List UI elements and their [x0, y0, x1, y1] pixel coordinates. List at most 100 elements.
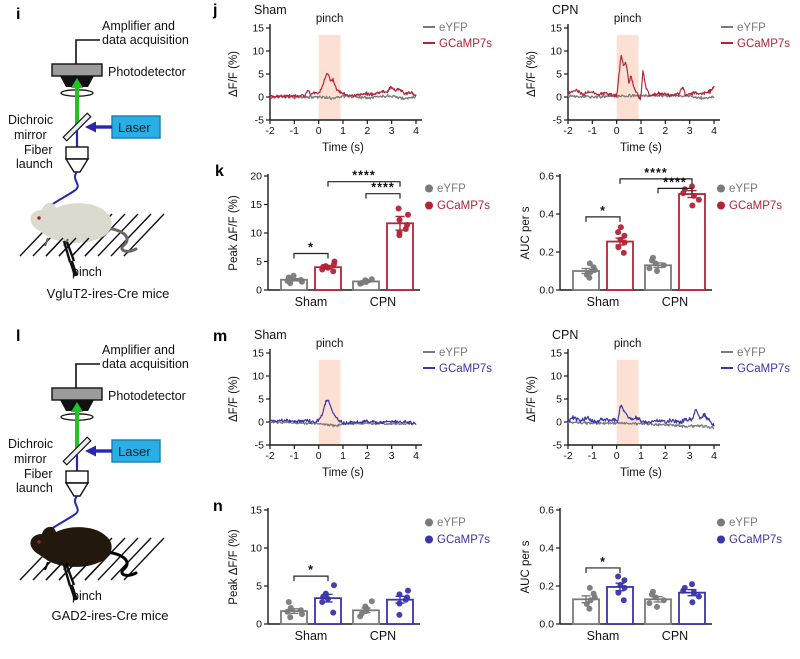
data-point-eYFP — [586, 260, 593, 267]
y-tick-label: 0 — [258, 417, 264, 429]
category-label-Sham: Sham — [295, 295, 328, 309]
data-point-GCaMP7s — [621, 232, 628, 239]
fiber-label-line1: Fiber — [24, 143, 52, 157]
data-point-eYFP — [362, 277, 369, 284]
mouse-body — [30, 526, 112, 567]
data-point-GCaMP7s — [324, 595, 331, 602]
caption-vglut2: VgluT2-ires-Cre mice — [46, 286, 170, 301]
mouse-tail — [104, 550, 138, 577]
pinch-annotation: pinch — [614, 13, 642, 25]
data-point-eYFP — [587, 597, 594, 604]
significance-bracket — [619, 178, 693, 184]
x-tick-label: 4 — [711, 125, 717, 137]
chart-m-cpn-trace: -5 0 5 10 15 -2 -1 0 1 2 3 4 CPN pinch ΔF/F (%) Time (s… — [524, 327, 796, 484]
mouse-body — [30, 202, 112, 243]
dichroic-label-line2: mirror — [14, 128, 47, 142]
data-point-eYFP — [368, 276, 375, 283]
pinch-annotation: pinch — [316, 13, 344, 25]
significance-bracket — [327, 181, 401, 187]
emission-beam-arrowhead — [71, 402, 83, 412]
significance-label: **** — [663, 175, 686, 189]
data-point-eYFP — [586, 605, 593, 612]
data-point-eYFP — [646, 265, 653, 272]
y-tick-label: 0.6 — [539, 171, 554, 183]
legend-label-eYFP: eYFP — [439, 347, 468, 359]
data-point-eYFP — [590, 590, 597, 597]
caption-gad2: GAD2-ires-Cre mice — [51, 608, 169, 623]
data-point-eYFP — [287, 614, 294, 621]
data-point-GCaMP7s — [405, 587, 411, 594]
bar-chart-n_peak: 0 5 10 15 eYFP GCaMP7s * Sham CPN Peak ΔF/F (%) — [228, 505, 490, 644]
chart-m-sham-trace: -5 0 5 10 15 -2 -1 0 1 2 3 4 Sham pinch ΔF/F (%) Time (… — [226, 327, 498, 484]
line-chart-m_cpn: -5 0 5 10 15 -2 -1 0 1 2 3 4 CPN pinch ΔF/F (%) Time (s… — [526, 328, 790, 479]
panel-label-n: n — [213, 498, 223, 515]
data-point-eYFP — [590, 264, 597, 271]
optical-fiber — [49, 495, 79, 531]
y-tick-label: 0.0 — [539, 619, 554, 631]
fiber-launch-cone — [64, 158, 90, 173]
fiber-label-line2: launch — [16, 481, 53, 495]
data-point-GCaMP7s — [322, 590, 329, 597]
x-tick-label: 3 — [389, 125, 395, 137]
y-tick-label: 10 — [252, 371, 264, 383]
legend-label-eYFP: eYFP — [437, 517, 466, 529]
legend-swatch-GCaMP7s — [717, 535, 725, 544]
trace-GCaMP7s — [567, 404, 715, 427]
data-point-GCaMP7s — [691, 589, 697, 596]
data-point-eYFP — [650, 254, 656, 261]
data-point-eYFP — [586, 584, 593, 591]
y-tick-label: 10 — [550, 371, 562, 383]
x-axis-label: Time (s) — [620, 142, 662, 154]
photometry-schematic-gad2: Amplifier and data acquisition Photodete… — [8, 343, 189, 603]
data-point-GCaMP7s — [396, 611, 403, 618]
y-tick-label: 5 — [556, 69, 562, 81]
significance-bracket — [293, 575, 329, 582]
significance-label: **** — [644, 166, 667, 180]
data-point-GCaMP7s — [396, 600, 403, 607]
pinch-label: pinch — [72, 265, 102, 279]
x-tick-label: 3 — [687, 125, 693, 137]
y-axis-label: AUC per s — [520, 540, 532, 593]
x-tick-label: 0 — [316, 125, 322, 137]
photometry-schematic-vglut2: Amplifier and data acquisition Photodete… — [8, 19, 189, 279]
y-tick-label: 10 — [252, 46, 264, 58]
category-label-Sham: Sham — [295, 629, 328, 643]
legend-swatch-GCaMP7s — [717, 201, 725, 210]
legend-swatch-eYFP — [425, 184, 433, 193]
laser-label: Laser — [118, 444, 151, 459]
x-tick-label: -2 — [563, 125, 572, 137]
y-tick-label: -5 — [255, 440, 264, 452]
plot-title: CPN — [552, 328, 578, 342]
y-axis-label: ΔF/F (%) — [526, 51, 538, 97]
x-tick-label: 1 — [340, 125, 346, 137]
y-axis-label: Peak ΔF/F (%) — [228, 529, 240, 605]
data-point-GCaMP7s — [620, 249, 627, 256]
y-tick-label: 15 — [550, 348, 562, 360]
legend-swatch-eYFP — [425, 518, 433, 527]
laser-label: Laser — [118, 120, 151, 135]
line-chart-j_sham: -5 0 5 10 15 -2 -1 0 1 2 3 4 Sham pinch ΔF/F (%) Time (… — [228, 3, 492, 154]
legend-label-GCaMP7s: GCaMP7s — [729, 534, 782, 546]
pinch-forceps — [62, 564, 78, 601]
data-point-eYFP — [646, 600, 653, 607]
figure: i j k l m n Amplifier and data acquisiti… — [8, 2, 796, 643]
panel-label-l: l — [16, 328, 21, 345]
significance-bracket — [293, 252, 329, 259]
dichroic-label-line2: mirror — [14, 452, 47, 466]
significance-bracket — [585, 216, 621, 222]
data-point-GCaMP7s — [330, 609, 337, 616]
y-tick-label: 0 — [256, 619, 262, 631]
data-point-eYFP — [660, 597, 667, 604]
fiber-launch-body — [65, 470, 89, 484]
line-chart-j_cpn: -5 0 5 10 15 -2 -1 0 1 2 3 4 CPN pinch ΔF/F (%) Time (s… — [526, 3, 790, 154]
hatched-ground-front — [45, 561, 103, 581]
y-tick-label: 10 — [250, 543, 262, 555]
pinch-annotation: pinch — [614, 338, 642, 350]
data-point-GCaMP7s — [395, 205, 402, 212]
legend-label-GCaMP7s: GCaMP7s — [437, 534, 490, 546]
data-point-GCaMP7s — [615, 573, 622, 580]
bar-CPN-GCaMP7s — [678, 193, 706, 291]
data-point-eYFP — [285, 599, 292, 605]
data-point-GCaMP7s — [404, 222, 411, 228]
